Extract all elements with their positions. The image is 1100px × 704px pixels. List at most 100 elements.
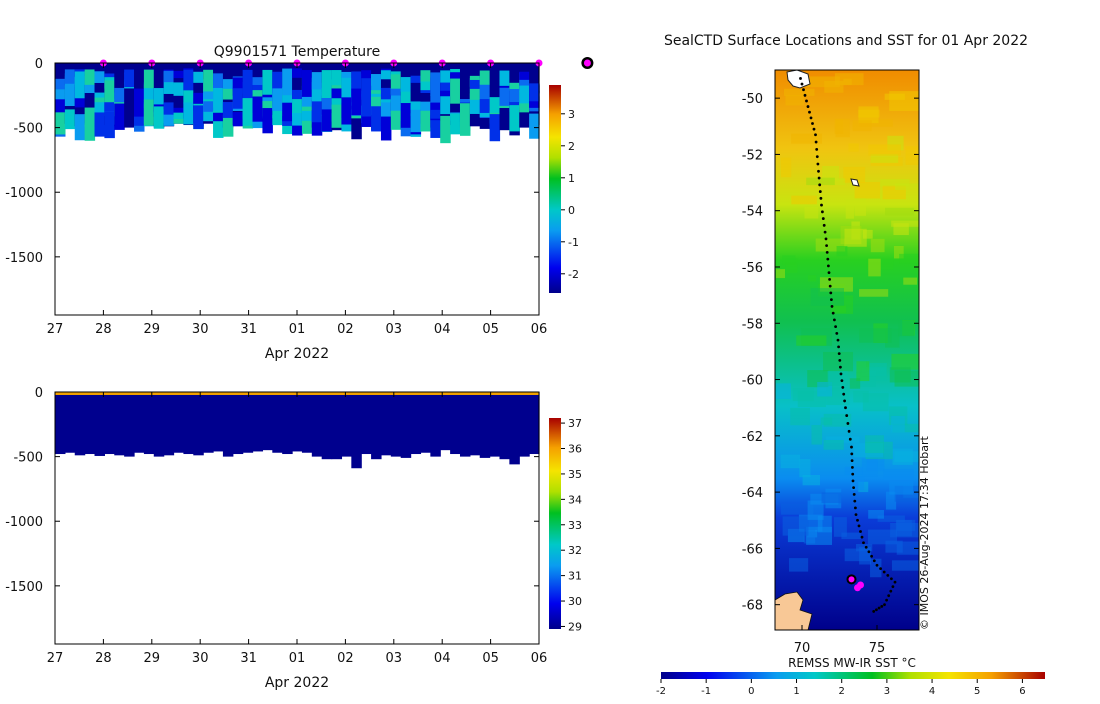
- temperature-cell: [390, 74, 402, 95]
- surface-position: [857, 581, 864, 589]
- map-colorbar-tick-label: 3: [884, 686, 890, 697]
- temperature-cell: [301, 85, 313, 112]
- sst-patch: [848, 143, 859, 152]
- map-colorbar-tick-label: 0: [748, 686, 754, 697]
- temperature-colorbar: [549, 85, 561, 293]
- track-point: [806, 105, 810, 108]
- profile-column: [420, 63, 431, 124]
- temperature-cell: [143, 84, 155, 109]
- temperature-cell: [529, 113, 540, 139]
- track-point: [875, 608, 878, 612]
- temperature-cell: [450, 78, 461, 104]
- y-tick-label: -1000: [5, 186, 43, 201]
- temperature-cell: [499, 85, 510, 106]
- temperature-cell: [104, 102, 115, 112]
- profile-column: [183, 392, 194, 455]
- temperature-cell: [509, 82, 520, 91]
- track-point: [889, 589, 893, 593]
- map-colorbar-tick-label: 1: [793, 686, 799, 697]
- map-longitude-axis: 70 75: [794, 625, 886, 656]
- sst-patch: [806, 177, 835, 186]
- temperature-cell: [361, 70, 372, 79]
- temperature-cell: [183, 69, 194, 91]
- temperature-cell: [361, 90, 372, 117]
- sst-patch: [782, 516, 809, 536]
- temperature-cell: [183, 102, 194, 125]
- temperature-cell: [163, 71, 175, 94]
- sst-patch: [896, 541, 919, 555]
- sst-patch: [891, 560, 919, 571]
- sst-patch: [858, 106, 879, 124]
- lat-tick-label: -52: [742, 148, 763, 163]
- temperature-cell: [380, 102, 392, 118]
- lon-tick-label: 75: [869, 641, 886, 656]
- track-point: [817, 176, 821, 180]
- profile-column: [469, 392, 481, 456]
- lat-tick-label: -66: [742, 542, 763, 557]
- salinity-colorbar: [549, 418, 561, 629]
- track-point: [867, 550, 871, 554]
- track-point: [850, 452, 854, 456]
- temperature-cell: [94, 102, 105, 120]
- temperature-y-axis: 0 -500 -1000 -1500: [5, 57, 539, 266]
- track-point: [827, 271, 831, 275]
- profile-column: [124, 63, 135, 128]
- temperature-cell: [213, 112, 224, 122]
- temperature-cell: [94, 112, 105, 137]
- sst-texture: [775, 73, 919, 578]
- temperature-cell: [143, 99, 155, 126]
- sst-patch: [775, 383, 791, 399]
- temperature-cell: [380, 70, 392, 80]
- track-point: [847, 429, 851, 433]
- profile-column: [163, 392, 175, 456]
- profile-column: [371, 392, 382, 460]
- temperature-cell: [400, 103, 412, 128]
- temperature-cell: [390, 110, 402, 130]
- sst-patch: [894, 370, 919, 387]
- temperature-cell: [301, 110, 313, 121]
- sst-patch: [819, 277, 853, 292]
- temperature-cell: [509, 88, 520, 103]
- track-point: [815, 155, 819, 159]
- x-tick-label: 06: [531, 322, 548, 337]
- sst-patch: [867, 529, 898, 545]
- temperature-cell: [222, 88, 234, 100]
- sst-patch: [893, 223, 909, 236]
- temperature-cell: [64, 69, 76, 84]
- temperature-cell: [420, 70, 431, 82]
- temperature-cell: [173, 82, 185, 96]
- map-colorbar-ticks: -2 -1 0 1 2 3 4 5 6: [656, 679, 1026, 697]
- track-point: [841, 386, 845, 389]
- profile-column: [163, 63, 175, 127]
- track-point: [828, 284, 832, 288]
- temperature-cell: [84, 113, 96, 141]
- temperature-cell: [450, 113, 461, 135]
- temperature-cell: [380, 116, 392, 141]
- temperature-cell: [55, 99, 66, 121]
- temperature-cell: [203, 69, 214, 92]
- track-point: [851, 472, 855, 476]
- temperature-cell: [183, 89, 194, 104]
- temperature-cell: [489, 114, 501, 128]
- sst-patch: [880, 179, 910, 187]
- profile-column: [222, 392, 234, 457]
- sst-patch: [894, 451, 919, 463]
- temperature-cell: [104, 80, 115, 104]
- track-point: [827, 264, 830, 268]
- track-point: [877, 606, 881, 610]
- sst-patch: [796, 335, 827, 346]
- kerguelen-island: [786, 69, 811, 89]
- track-point: [825, 250, 829, 254]
- colorbar-tick-label: 0: [568, 204, 575, 217]
- track-point: [829, 291, 833, 295]
- temperature-cell: [64, 93, 76, 107]
- temperature-cell: [430, 72, 441, 96]
- temperature-cell: [519, 85, 530, 111]
- x-tick-label: 04: [434, 322, 451, 337]
- profile-column: [519, 392, 530, 457]
- lat-tick-label: -56: [742, 261, 763, 276]
- temperature-cell: [430, 115, 441, 138]
- salinity-x-axis: 27 28 29 30 31 01 02 03 04 05 06: [47, 392, 547, 666]
- y-tick-label: -1500: [5, 580, 43, 595]
- sst-patch: [781, 503, 814, 515]
